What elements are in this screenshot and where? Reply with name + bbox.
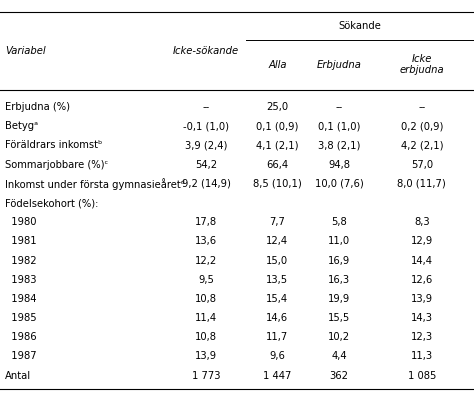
Text: Födelsekohort (%):: Födelsekohort (%):	[5, 198, 98, 208]
Text: -0,1 (1,0): -0,1 (1,0)	[183, 121, 229, 131]
Text: --: --	[202, 102, 210, 112]
Text: 66,4: 66,4	[266, 160, 288, 170]
Text: 15,4: 15,4	[266, 294, 288, 304]
Text: 1984: 1984	[5, 294, 36, 304]
Text: 0,2 (0,9): 0,2 (0,9)	[401, 121, 443, 131]
Text: 94,8: 94,8	[328, 160, 350, 170]
Text: 11,3: 11,3	[411, 351, 433, 361]
Text: Sommarjobbare (%)ᶜ: Sommarjobbare (%)ᶜ	[5, 160, 108, 170]
Text: 0,1 (0,9): 0,1 (0,9)	[256, 121, 299, 131]
Text: 10,8: 10,8	[195, 294, 217, 304]
Text: 12,6: 12,6	[411, 275, 433, 285]
Text: 1981: 1981	[5, 236, 36, 246]
Text: 25,0: 25,0	[266, 102, 288, 112]
Text: 10,8: 10,8	[195, 332, 217, 342]
Text: 15,0: 15,0	[266, 256, 288, 265]
Text: Inkomst under första gymnasieåretᵈ: Inkomst under första gymnasieåretᵈ	[5, 178, 184, 190]
Text: 1 085: 1 085	[408, 371, 436, 380]
Text: 10,0 (7,6): 10,0 (7,6)	[315, 179, 363, 189]
Text: 4,4: 4,4	[331, 351, 346, 361]
Text: 16,3: 16,3	[328, 275, 350, 285]
Text: 13,5: 13,5	[266, 275, 288, 285]
Text: 13,9: 13,9	[195, 351, 217, 361]
Text: 12,3: 12,3	[411, 332, 433, 342]
Text: 1980: 1980	[5, 217, 36, 227]
Text: 16,9: 16,9	[328, 256, 350, 265]
Text: --: --	[418, 102, 426, 112]
Text: Erbjudna (%): Erbjudna (%)	[5, 102, 70, 112]
Text: 5,8: 5,8	[331, 217, 347, 227]
Text: 11,0: 11,0	[328, 236, 350, 246]
Text: Icke
erbjudna: Icke erbjudna	[400, 54, 444, 76]
Text: 15,5: 15,5	[328, 313, 350, 323]
Text: Betygᵃ: Betygᵃ	[5, 121, 38, 131]
Text: 8,0 (11,7): 8,0 (11,7)	[398, 179, 446, 189]
Text: Icke-sökande: Icke-sökande	[173, 46, 239, 56]
Text: 8,3: 8,3	[414, 217, 429, 227]
Text: 13,9: 13,9	[411, 294, 433, 304]
Text: 1 773: 1 773	[192, 371, 220, 380]
Text: 4,1 (2,1): 4,1 (2,1)	[256, 140, 299, 150]
Text: 1986: 1986	[5, 332, 36, 342]
Text: 57,0: 57,0	[411, 160, 433, 170]
Text: 17,8: 17,8	[195, 217, 217, 227]
Text: 14,4: 14,4	[411, 256, 433, 265]
Text: 4,2 (2,1): 4,2 (2,1)	[401, 140, 443, 150]
Text: 14,6: 14,6	[266, 313, 288, 323]
Text: Alla: Alla	[268, 60, 287, 70]
Text: --: --	[335, 102, 343, 112]
Text: Erbjudna: Erbjudna	[317, 60, 361, 70]
Text: 1985: 1985	[5, 313, 36, 323]
Text: 54,2: 54,2	[195, 160, 217, 170]
Text: 1987: 1987	[5, 351, 36, 361]
Text: 12,4: 12,4	[266, 236, 288, 246]
Text: 19,9: 19,9	[328, 294, 350, 304]
Text: 3,9 (2,4): 3,9 (2,4)	[185, 140, 228, 150]
Text: Sökande: Sökande	[339, 21, 382, 31]
Text: 1 447: 1 447	[263, 371, 292, 380]
Text: 10,2: 10,2	[328, 332, 350, 342]
Text: Variabel: Variabel	[5, 46, 46, 56]
Text: 14,3: 14,3	[411, 313, 433, 323]
Text: 9,6: 9,6	[269, 351, 285, 361]
Text: 3,8 (2,1): 3,8 (2,1)	[318, 140, 360, 150]
Text: Föräldrars inkomstᵇ: Föräldrars inkomstᵇ	[5, 140, 102, 150]
Text: 7,7: 7,7	[269, 217, 285, 227]
Text: 0,1 (1,0): 0,1 (1,0)	[318, 121, 360, 131]
Text: 9,5: 9,5	[198, 275, 214, 285]
Text: 362: 362	[329, 371, 348, 380]
Text: 8,5 (10,1): 8,5 (10,1)	[253, 179, 301, 189]
Text: Antal: Antal	[5, 371, 31, 380]
Text: 1983: 1983	[5, 275, 36, 285]
Text: 12,2: 12,2	[195, 256, 217, 265]
Text: 13,6: 13,6	[195, 236, 217, 246]
Text: 11,4: 11,4	[195, 313, 217, 323]
Text: 9,2 (14,9): 9,2 (14,9)	[182, 179, 231, 189]
Text: 1982: 1982	[5, 256, 36, 265]
Text: 11,7: 11,7	[266, 332, 288, 342]
Text: 12,9: 12,9	[411, 236, 433, 246]
